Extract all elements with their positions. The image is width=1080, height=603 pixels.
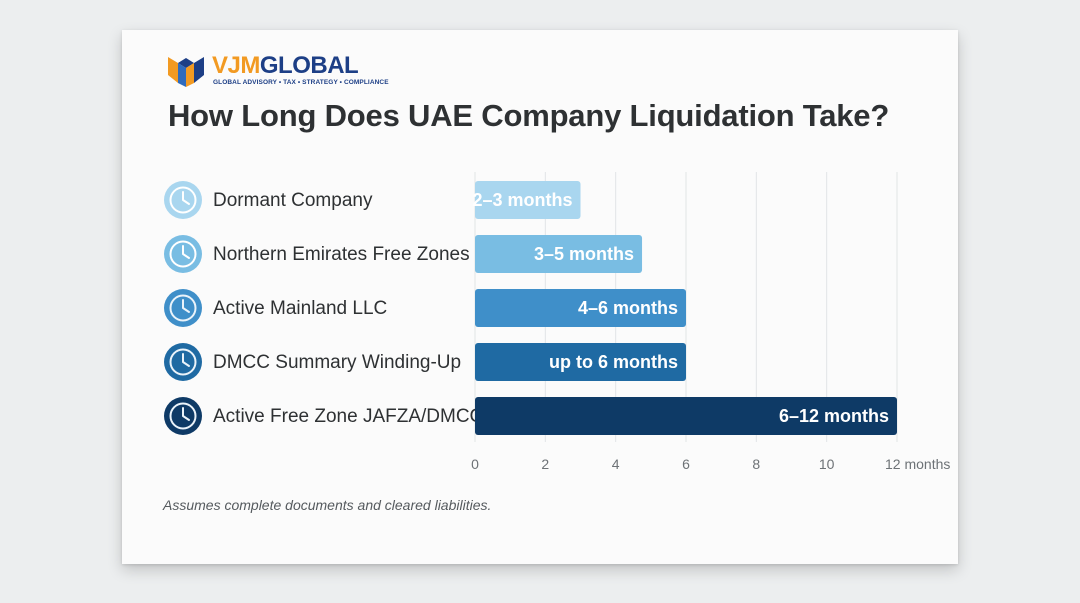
x-tick-label: 2 [541, 456, 549, 472]
vjm-logo-icon [168, 57, 204, 87]
brand-tagline: GLOBAL ADVISORY • TAX • STRATEGY • COMPL… [213, 79, 389, 86]
infographic-card: VJMGLOBAL GLOBAL ADVISORY • TAX • STRATE… [122, 30, 958, 564]
x-tick-label: 10 [819, 456, 835, 472]
clock-face-icon [169, 348, 197, 376]
clock-face-icon [169, 294, 197, 322]
clock-hands-icon [182, 407, 190, 421]
bar-data-label: 3–5 months [534, 244, 634, 264]
brand-name-part1: VJM [212, 52, 260, 79]
clock-face-icon [169, 186, 197, 214]
x-tick-label: 12 months [885, 456, 950, 472]
bar [475, 235, 643, 273]
footnote: Assumes complete documents and cleared l… [163, 497, 492, 513]
brand-name-part2: GLOBAL [259, 52, 359, 79]
brand-logo: VJMGLOBAL GLOBAL ADVISORY • TAX • STRATE… [166, 52, 406, 92]
category-label: Northern Emirates Free Zones [213, 244, 470, 265]
clock-face-icon [169, 240, 197, 268]
bar-chart: Dormant Company 2–3 months Northern Emirat… [164, 172, 950, 472]
category-label: Active Free Zone JAFZA/DMCC [213, 406, 483, 427]
bar-data-label: 4–6 months [578, 298, 678, 318]
category-label: Dormant Company [213, 190, 373, 211]
x-tick-label: 6 [682, 456, 690, 472]
bar [475, 289, 686, 327]
bar-data-label: up to 6 months [549, 352, 678, 372]
clock-hands-icon [182, 353, 190, 367]
category-label: DMCC Summary Winding-Up [213, 352, 461, 373]
bar-data-label: 2–3 months [472, 190, 572, 210]
bar [475, 397, 897, 435]
clock-hands-icon [182, 245, 190, 259]
x-tick-label: 0 [471, 456, 479, 472]
chart-title: How Long Does UAE Company Liquidation Ta… [168, 98, 890, 133]
bar-data-label: 6–12 months [779, 406, 889, 426]
clock-face-icon [169, 402, 197, 430]
category-label: Active Mainland LLC [213, 298, 387, 319]
bar [475, 343, 686, 381]
clock-hands-icon [182, 191, 190, 205]
brand-wordmark: VJMGLOBAL [212, 52, 359, 80]
bar [475, 181, 581, 219]
x-tick-label: 8 [752, 456, 760, 472]
clock-hands-icon [182, 299, 190, 313]
x-tick-label: 4 [612, 456, 620, 472]
